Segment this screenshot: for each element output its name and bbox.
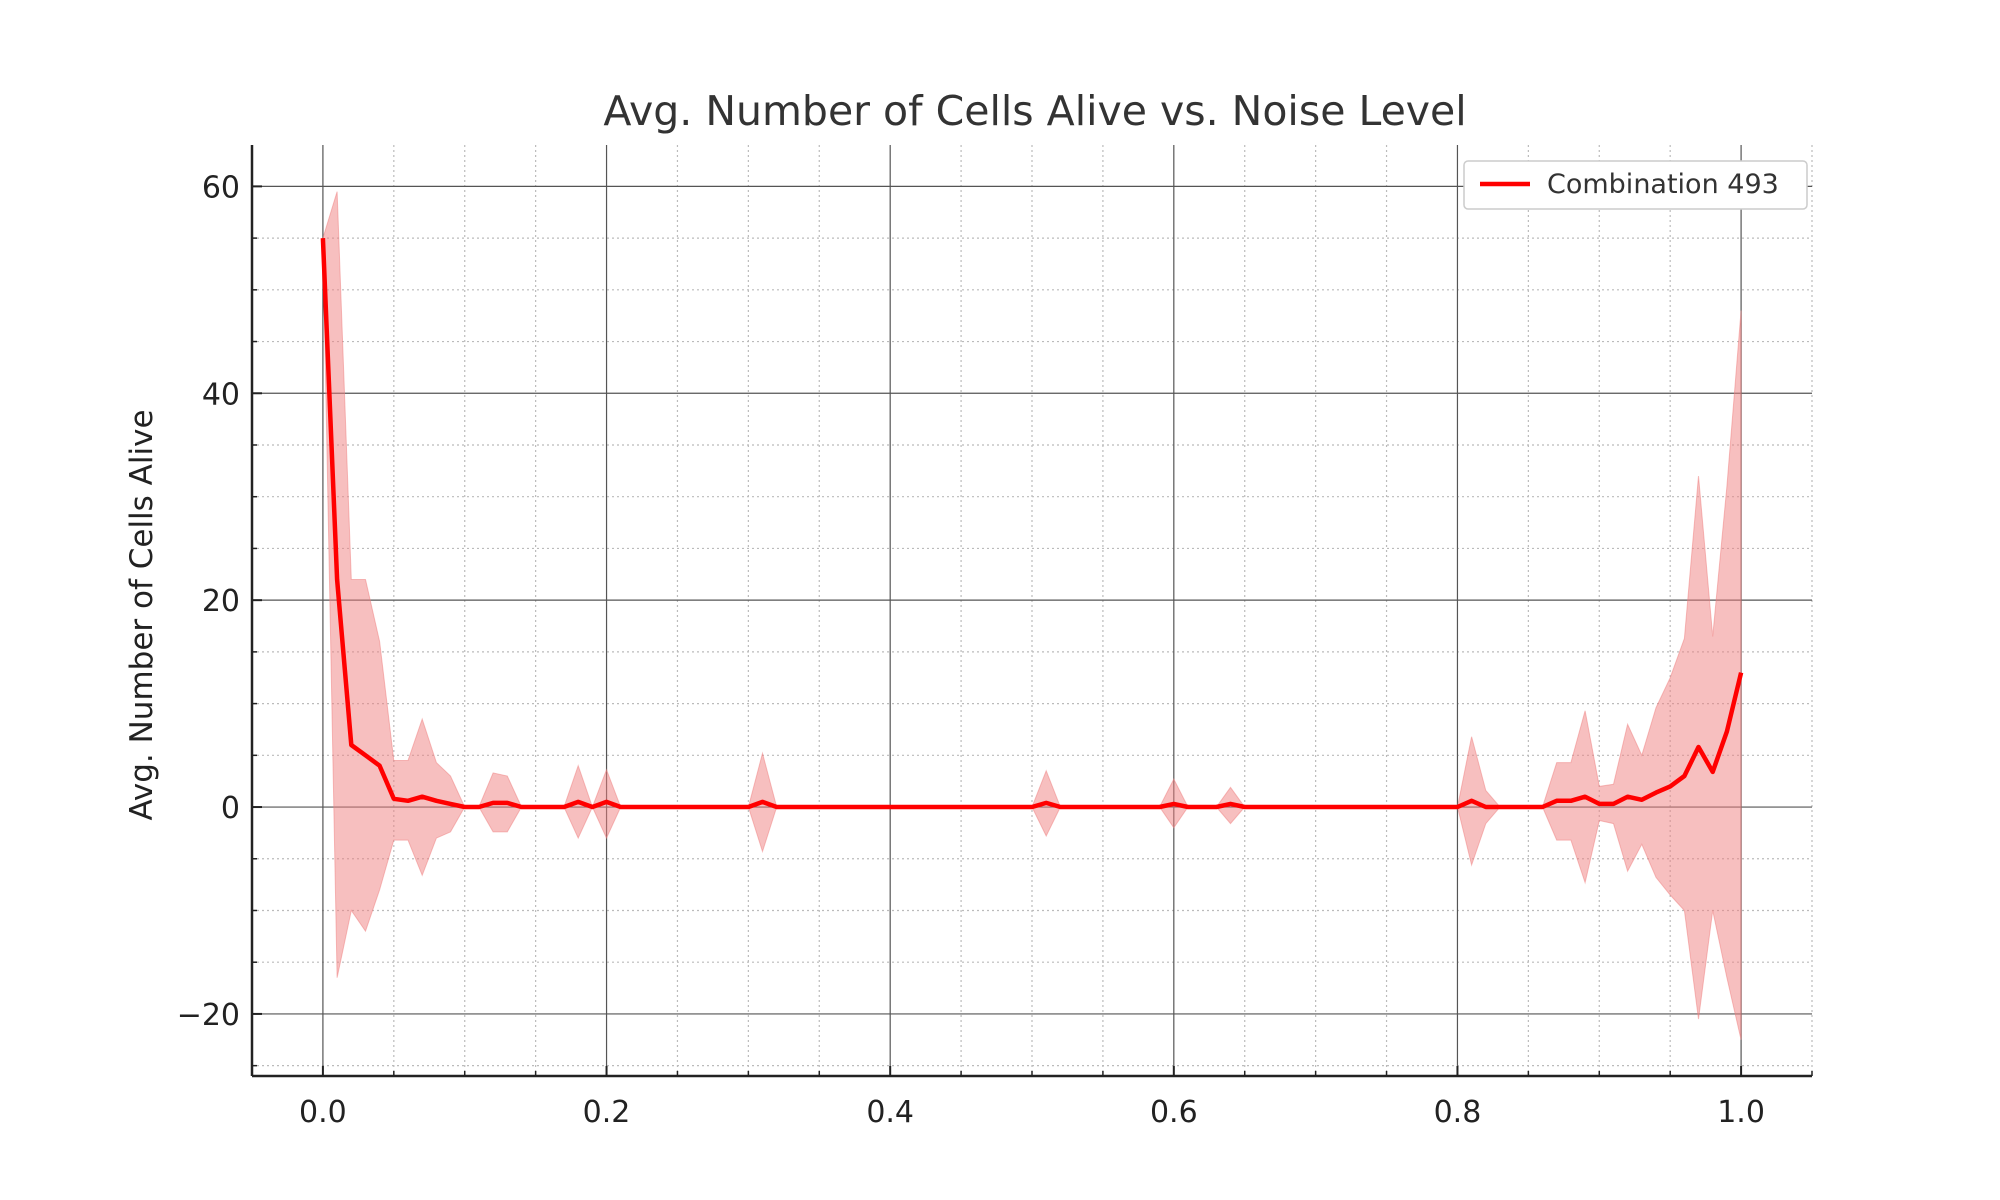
y-tick-label: −20 <box>177 998 240 1033</box>
x-tick-label: 0.4 <box>866 1095 914 1130</box>
x-tick-label: 1.0 <box>1717 1095 1765 1130</box>
series-line-0 <box>320 238 1744 810</box>
y-tick-label: 60 <box>202 170 240 205</box>
tick-labels: 0.0 0.2 0.4 0.6 0.8 1.0 −20 0 20 40 60 <box>177 170 1765 1130</box>
y-tick-label: 40 <box>202 377 240 412</box>
axes <box>250 145 1813 1078</box>
legend: Combination 493 <box>1463 160 1808 210</box>
minor-grid <box>252 145 1813 1076</box>
x-tick-label: 0.0 <box>299 1095 347 1130</box>
legend-label-combination-493: Combination 493 <box>1547 169 1779 200</box>
y-tick-label: 0 <box>221 791 240 826</box>
x-tick-label: 0.6 <box>1150 1095 1198 1130</box>
y-axis-label: Avg. Number of Cells Alive <box>124 409 160 820</box>
x-tick-label: 0.2 <box>583 1095 631 1130</box>
y-tick-label: 20 <box>202 584 240 619</box>
x-tick-label: 0.8 <box>1434 1095 1482 1130</box>
legend-box <box>1463 160 1808 210</box>
chart-title: Avg. Number of Cells Alive vs. Noise Lev… <box>603 87 1466 135</box>
series-lines <box>320 238 1744 810</box>
